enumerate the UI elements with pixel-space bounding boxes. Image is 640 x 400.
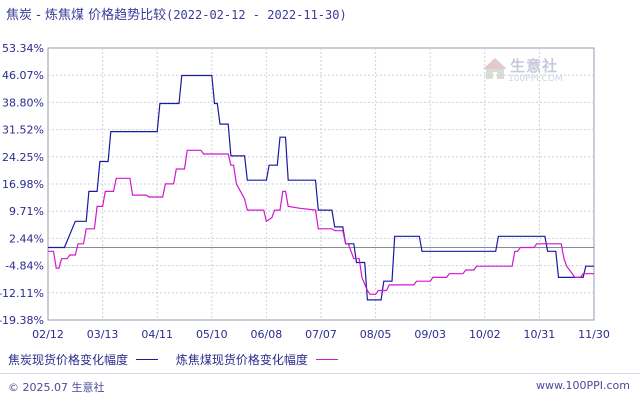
footer-divider — [0, 373, 640, 374]
footer-site-link[interactable]: www.100PPI.com — [536, 379, 630, 392]
legend-item-coking-coal: 炼焦煤现货价格变化幅度 — [176, 351, 338, 368]
series-line-coke — [48, 74, 594, 301]
x-tick-label: 10/02 — [469, 328, 501, 341]
x-tick-label: 03/13 — [87, 328, 119, 341]
y-tick-label: 31.52% — [2, 124, 44, 137]
chart-svg: 53.34% 46.07% 38.80% 31.52% 24.25% 16.98% 9.71… — [0, 42, 610, 341]
y-tick-label: -12.11% — [0, 287, 44, 300]
legend-swatch-coke — [136, 359, 159, 360]
x-tick-label: 08/05 — [360, 328, 392, 341]
x-tick-label: 09/03 — [414, 328, 446, 341]
y-tick-label: -4.84% — [5, 260, 44, 273]
watermark: 生意社 100PPI.COM — [480, 55, 580, 95]
series-line-coking-coal — [48, 149, 594, 295]
x-tick-label: 07/07 — [305, 328, 337, 341]
y-tick-label: -19.38% — [0, 314, 44, 327]
watermark-brand: 生意社 — [510, 57, 559, 75]
x-tick-label: 10/31 — [524, 328, 556, 341]
y-tick-label: 46.07% — [2, 69, 44, 82]
chart-title: 焦炭 - 炼焦煤 价格趋势比较(2022-02-12 - 2022-11-30) — [6, 4, 347, 23]
footer-copyright: © 2025.07 生意社 — [8, 381, 105, 394]
y-tick-label: 53.34% — [2, 42, 44, 55]
y-tick-label: 9.71% — [9, 205, 44, 218]
chart-title-range: (2022-02-12 - 2022-11-30) — [166, 8, 347, 22]
legend: 焦炭现货价格变化幅度 炼焦煤现货价格变化幅度 — [8, 351, 352, 368]
watermark-logo-icon — [483, 58, 507, 79]
x-tick-label: 02/12 — [32, 328, 64, 341]
x-tick-label: 04/11 — [141, 328, 173, 341]
y-tick-label: 24.25% — [2, 151, 44, 164]
chart-title-main: 焦炭 - 炼焦煤 价格趋势比较 — [6, 8, 167, 23]
y-tick-label: 2.44% — [9, 232, 44, 245]
x-tick-label: 05/10 — [196, 328, 228, 341]
x-tick-label: 06/08 — [251, 328, 283, 341]
legend-label-coke: 焦炭现货价格变化幅度 — [8, 353, 129, 367]
y-tick-label: 38.80% — [2, 96, 44, 109]
legend-item-coke: 焦炭现货价格变化幅度 — [8, 351, 159, 368]
y-tick-label: 16.98% — [2, 178, 44, 191]
watermark-site: 100PPI.COM — [508, 74, 563, 84]
x-tick-label: 11/30 — [578, 328, 610, 341]
legend-label-coking-coal: 炼焦煤现货价格变化幅度 — [175, 353, 308, 367]
legend-swatch-coking-coal — [315, 359, 338, 360]
